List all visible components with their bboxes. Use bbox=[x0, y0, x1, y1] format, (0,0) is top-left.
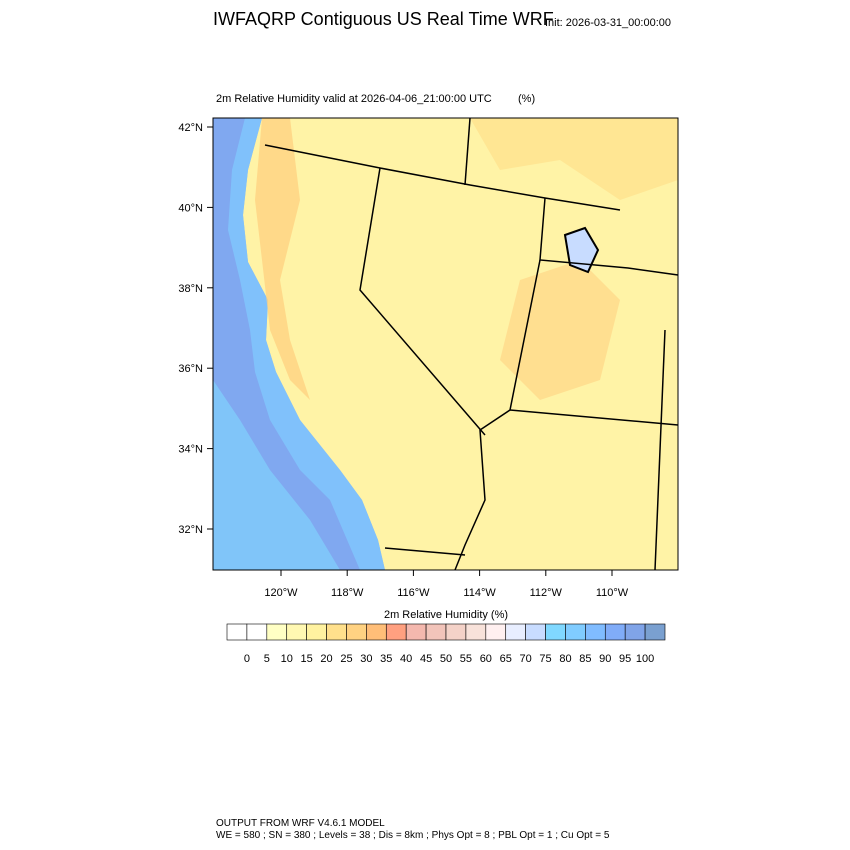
coastal-band bbox=[255, 118, 310, 400]
lat-label: 40°N bbox=[178, 202, 203, 214]
footer-line: OUTPUT FROM WRF V4.6.1 MODEL bbox=[216, 818, 385, 829]
colorbar-label: 20 bbox=[320, 653, 332, 665]
colorbar-box bbox=[405, 623, 427, 641]
colorbar-label: 55 bbox=[460, 653, 472, 665]
init-time: Init: 2026-03-31_00:00:00 bbox=[545, 17, 671, 29]
colorbar-label: 25 bbox=[340, 653, 352, 665]
lon-label: 120°W bbox=[264, 587, 298, 599]
colorbar-box bbox=[286, 623, 307, 641]
lat-label: 36°N bbox=[178, 363, 203, 375]
colorbar-box bbox=[545, 623, 566, 641]
colorbar-label: 10 bbox=[281, 653, 293, 665]
colorbar-box bbox=[565, 623, 586, 641]
wet-patch bbox=[563, 226, 600, 274]
colorbar-box bbox=[246, 623, 268, 641]
units: (%) bbox=[518, 93, 535, 105]
colorbar-box bbox=[604, 623, 626, 641]
colorbar-label: 50 bbox=[440, 653, 452, 665]
colorbar-label: 90 bbox=[599, 653, 611, 665]
colorbar-label: 75 bbox=[539, 653, 551, 665]
lon-label: 110°W bbox=[596, 587, 629, 599]
dry-patch bbox=[500, 260, 620, 400]
colorbar-box bbox=[445, 623, 467, 641]
colorbar-box bbox=[585, 623, 606, 641]
colorbar-label: 30 bbox=[360, 653, 372, 665]
footer-line: WE = 580 ; SN = 380 ; Levels = 38 ; Dis … bbox=[216, 830, 610, 841]
colorbar-label: 70 bbox=[520, 653, 532, 665]
colorbar-label: 65 bbox=[500, 653, 512, 665]
colorbar-box bbox=[465, 623, 487, 641]
title: IWFAQRP Contiguous US Real Time WRF bbox=[213, 9, 554, 29]
borders bbox=[264, 117, 679, 571]
lon-label: 114°W bbox=[463, 587, 496, 599]
colorbar-box bbox=[525, 623, 546, 641]
colorbar-label: 0 bbox=[244, 653, 250, 665]
colorbar-box bbox=[346, 623, 367, 641]
colorbar-label: 5 bbox=[264, 653, 270, 665]
colorbar: 0 5 10 15 20 25 30 35 40 45 50 55 60 65 70 75 80 85 90 95 10… bbox=[226, 623, 666, 665]
near-shore bbox=[228, 118, 385, 570]
colorbar-box bbox=[306, 623, 327, 641]
lat-label: 42°N bbox=[178, 122, 203, 134]
lon-label: 112°W bbox=[530, 587, 563, 599]
subtitle: 2m Relative Humidity valid at 2026-04-06… bbox=[216, 93, 492, 105]
lat-label: 38°N bbox=[178, 283, 203, 295]
map bbox=[212, 117, 679, 571]
colorbar-label: 80 bbox=[559, 653, 571, 665]
colorbar-title: 2m Relative Humidity (%) bbox=[384, 609, 508, 621]
colorbar-box bbox=[505, 623, 526, 641]
colorbar-box bbox=[624, 623, 646, 641]
colorbar-box bbox=[485, 623, 507, 641]
map-frame bbox=[212, 117, 679, 571]
colorbar-box bbox=[366, 623, 387, 641]
colorbar-label: 60 bbox=[480, 653, 492, 665]
colorbar-label: 95 bbox=[619, 653, 631, 665]
dry-patch bbox=[470, 118, 678, 200]
colorbar-box bbox=[644, 623, 666, 641]
colorbar-label: 100 bbox=[636, 653, 654, 665]
lon-label: 116°W bbox=[397, 587, 430, 599]
colorbar-box bbox=[266, 623, 288, 641]
colorbar-box bbox=[326, 623, 347, 641]
colorbar-label: 15 bbox=[301, 653, 313, 665]
colorbar-label: 45 bbox=[420, 653, 432, 665]
lat-label: 32°N bbox=[178, 524, 203, 536]
lat-label: 34°N bbox=[178, 444, 203, 456]
colorbar-box bbox=[385, 623, 407, 641]
lon-label: 118°W bbox=[331, 587, 364, 599]
colorbar-label: 85 bbox=[579, 653, 591, 665]
ocean-south bbox=[213, 380, 340, 570]
colorbar-box bbox=[226, 623, 248, 641]
colorbar-label: 35 bbox=[380, 653, 392, 665]
colorbar-label: 40 bbox=[400, 653, 412, 665]
colorbar-box bbox=[425, 623, 447, 641]
